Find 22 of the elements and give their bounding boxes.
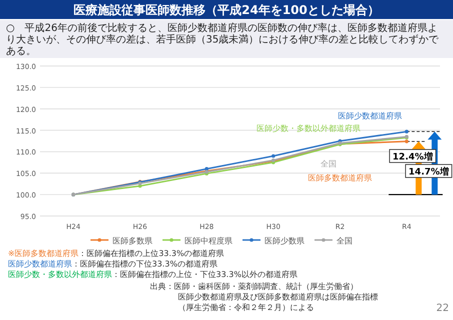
annotation: 医師少数・多数以外都道府県 [256,124,360,134]
annotation: 14.7%増 [408,166,449,178]
text: 22 [436,303,449,314]
annotation: 12.4%増 [392,150,433,162]
chart-title: 医療施設従事医師数推移（平成24年を100とした場合） [74,3,380,17]
text: 医師少数・多数以外都道府県：医師偏在指標の上位・下位33.3%以外の都道府県 [8,270,298,279]
legend-label: 医師少数県 [264,236,304,246]
point [272,154,276,158]
annotation: 医師少数都道府県 [338,111,402,120]
legend-label: 医師多数県 [112,236,152,246]
text: 医師少数都道府県：医師偏在指標の下位33.3%の都道府県 [8,260,218,268]
annotation: 医師多数都道府県 [308,173,372,182]
source-note: 出典：医師・歯科医師・薬剤師調査、統計（厚生労働省） [150,282,358,291]
point [404,130,408,134]
text: （厚生労働省：令和２年２月）による [178,303,314,312]
annotation: 全国 [320,159,336,168]
chart-subtitle: ○ 平成26年の前後で比較すると、医師少数都道府県の医師数の伸び率は、医師多数都道府県より大きいが、その伸び率の差は、若手医師（35歳未満）における伸び率の差と比較してわずかである。 [6,22,440,57]
point [404,140,408,144]
legend-label: 医師中程度県 [184,236,232,246]
legend-label: 全国 [336,236,352,246]
text: ※医師多数都道府県：医師偏在指標の上位33.3%の都道府県 [8,249,224,258]
text: 医師少数都道府県及び医師多数都道府県は医師偏在指標 [178,292,378,302]
